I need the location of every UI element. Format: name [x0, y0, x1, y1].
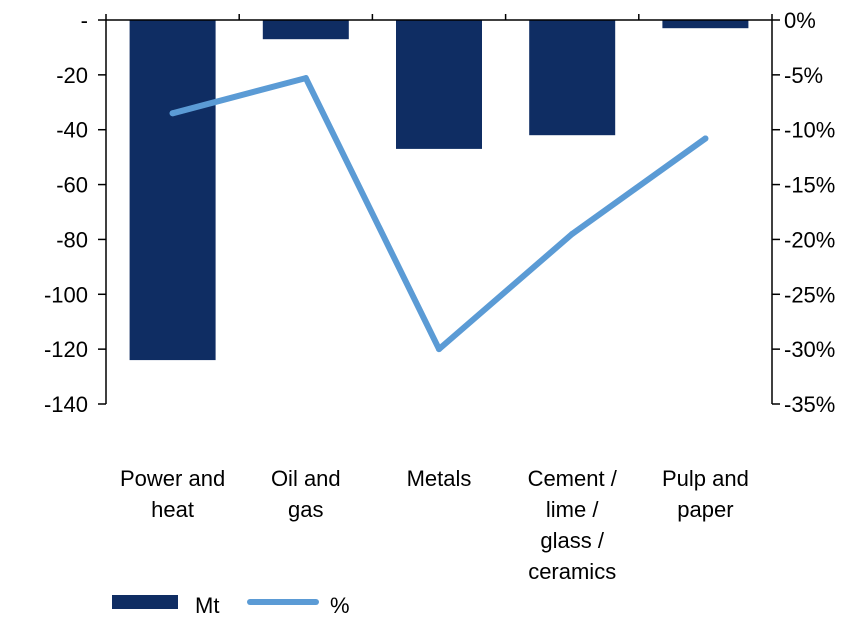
legend: Mt% — [112, 593, 350, 618]
bar-mt-4 — [662, 20, 749, 29]
category-label-line: Power and — [120, 466, 225, 491]
right-tick-label-5: -25% — [784, 282, 835, 307]
right-tick-label-2: -10% — [784, 118, 835, 143]
left-tick-label-5: -100 — [44, 282, 88, 307]
line-point-percent-2 — [436, 346, 442, 353]
category-label-line: Oil and — [271, 466, 341, 491]
legend-label-mt: Mt — [195, 593, 219, 618]
category-label-2: Metals — [407, 466, 472, 491]
category-label-line: glass / — [540, 528, 604, 553]
line-point-percent-4 — [702, 135, 709, 142]
category-label-line: paper — [677, 497, 733, 522]
category-label-line: gas — [288, 497, 323, 522]
right-tick-label-7: -35% — [784, 392, 835, 417]
category-label-line: lime / — [546, 497, 599, 522]
right-tick-label-3: -15% — [784, 173, 835, 198]
right-tick-label-1: -5% — [784, 63, 823, 88]
left-tick-label-0: - — [81, 8, 88, 33]
left-tick-label-1: -20 — [56, 63, 88, 88]
left-axis-tick-labels: - -20 -40 -60 -80 -100 -120 -140 — [44, 8, 88, 417]
left-tick-label-2: -40 — [56, 118, 88, 143]
line-point-percent-3 — [569, 230, 576, 237]
line-point-percent-0 — [169, 110, 176, 117]
bar-mt-1 — [262, 20, 349, 40]
left-tick-label-3: -60 — [56, 173, 88, 198]
category-label-4: Pulp and paper — [662, 466, 749, 522]
legend-swatch-mt — [112, 595, 178, 609]
category-labels: Power and heat Oil and gas Metals Cement / lim… — [120, 466, 749, 584]
legend-label-percent: % — [330, 593, 350, 618]
category-label-1: Oil and gas — [271, 466, 341, 522]
line-series-percent — [169, 75, 709, 353]
category-label-line: heat — [151, 497, 194, 522]
category-label-line: Pulp and — [662, 466, 749, 491]
left-tick-label-4: -80 — [56, 227, 88, 252]
bar-mt-2 — [396, 20, 482, 149]
right-tick-label-6: -30% — [784, 337, 835, 362]
category-label-3: Cement / lime / glass / ceramics — [528, 466, 618, 584]
category-label-line: Cement / — [528, 466, 618, 491]
bar-mt-0 — [129, 20, 216, 361]
bar-mt-3 — [529, 20, 616, 136]
category-label-0: Power and heat — [120, 466, 225, 522]
right-tick-label-0: 0% — [784, 8, 816, 33]
left-tick-label-7: -140 — [44, 392, 88, 417]
axes — [98, 14, 780, 405]
category-label-line: Metals — [407, 466, 472, 491]
line-point-percent-1 — [302, 75, 309, 82]
right-tick-label-4: -20% — [784, 227, 835, 252]
right-axis-tick-labels: 0% -5% -10% -15% -20% -25% -30% -35% — [784, 8, 835, 417]
bar-series-mt — [129, 20, 749, 361]
left-tick-label-6: -120 — [44, 337, 88, 362]
category-label-line: ceramics — [528, 559, 616, 584]
